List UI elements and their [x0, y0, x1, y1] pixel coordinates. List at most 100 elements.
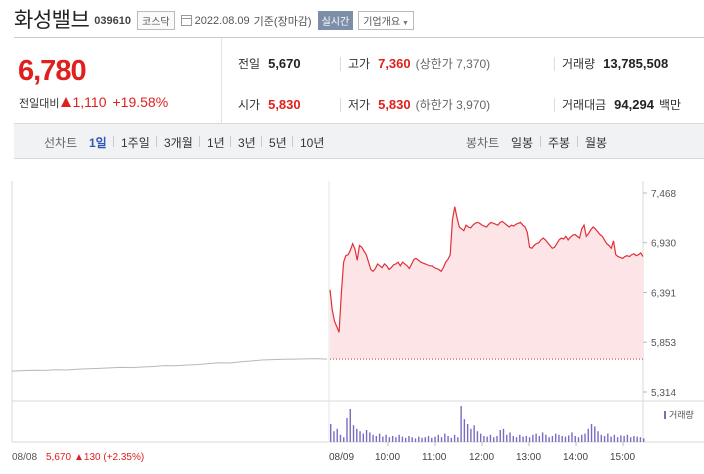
volume-bar [424, 437, 426, 442]
volume-legend-swatch [664, 411, 666, 419]
volume-bar [519, 434, 521, 442]
tab-monthly-candle[interactable]: 월봉 [585, 136, 608, 150]
volume-bar [499, 430, 501, 442]
stock-name: 화성밸브 [14, 8, 90, 32]
volume-bar [607, 433, 609, 442]
volume-bar [404, 437, 407, 442]
volume-bar [349, 409, 351, 442]
volume-bar [372, 434, 374, 442]
volume-bar [493, 437, 495, 442]
volume-bar [359, 431, 361, 442]
caret-down-icon: ▼ [402, 20, 409, 27]
volume-bar [633, 436, 635, 442]
volume-bar [483, 436, 485, 442]
divider [540, 136, 541, 147]
tab-10year[interactable]: 10년 [300, 136, 325, 150]
tab-1year[interactable]: 1년 [207, 136, 225, 150]
y-tick-label: 5,853 [651, 338, 676, 349]
volume-bar [447, 436, 449, 442]
open-label: 시가 [238, 98, 261, 112]
divider [261, 136, 262, 147]
amount-stat: 거래대금 94,294 백만 [562, 96, 681, 113]
volume-bar [613, 434, 616, 442]
volume-bar [457, 437, 459, 442]
volume-bar [489, 434, 492, 442]
divider [156, 136, 157, 147]
up-triangle-icon [61, 97, 72, 107]
tab-1day[interactable]: 1일 [89, 136, 107, 150]
chart-period-tabs: 선차트 1일 1주일 3개월 1년 3년 5년 10년 봉차트 일봉 주봉 월봉 [14, 123, 704, 159]
footer-prev-price: 5,670 [46, 452, 72, 463]
volume-bar [391, 436, 394, 442]
volume-bar [470, 428, 472, 442]
volume-bar [414, 438, 417, 442]
volume-bar [584, 433, 586, 442]
volume-bar [574, 436, 576, 442]
volume-bar [594, 426, 596, 442]
lower-limit: (하한가 3,970) [415, 98, 491, 112]
tab-weekly-candle[interactable]: 주봉 [548, 136, 571, 150]
y-tick-label: 6,391 [651, 289, 676, 300]
volume-stat: 거래량 13,785,508 [562, 55, 668, 72]
realtime-button[interactable]: 실시간 [317, 11, 354, 30]
high-stat: 고가 7,360 (상한가 7,370) [348, 55, 490, 72]
volume-bar [463, 419, 466, 442]
volume-bar [460, 406, 462, 442]
volume-bar [623, 436, 625, 442]
divider [340, 98, 341, 112]
current-price-box: 6,780 전일대비 1,110 +19.58% [14, 38, 222, 124]
volume-bar [343, 437, 345, 442]
volume-bar [571, 432, 573, 442]
volume-bar [610, 436, 612, 442]
amount-label: 거래대금 [562, 98, 607, 112]
volume-bar [636, 436, 638, 442]
tab-5year[interactable]: 5년 [269, 136, 287, 150]
volume-bar [603, 436, 606, 442]
amount-unit: 백만 [658, 98, 682, 112]
stock-code: 039610 [94, 15, 131, 27]
tab-3year[interactable]: 3년 [238, 136, 256, 150]
today-area-fill [330, 206, 643, 360]
volume-bar [561, 436, 563, 442]
volume-bar [600, 434, 603, 442]
divider [230, 136, 231, 147]
change-label: 전일대비 [19, 98, 60, 110]
volume-bar [346, 418, 348, 442]
company-info-dropdown[interactable]: 기업개요 ▼ [358, 11, 414, 30]
volume-bar [444, 433, 446, 442]
divider [199, 136, 200, 147]
tab-1week[interactable]: 1주일 [121, 136, 150, 150]
x-tick-label: 14:00 [563, 452, 588, 463]
y-tick-label: 5,314 [651, 388, 676, 399]
volume-bar [418, 436, 420, 442]
volume-label: 거래량 [562, 57, 596, 71]
volume-bar [421, 437, 423, 442]
volume-bar [365, 430, 368, 442]
candle-chart-label: 봉차트 [466, 136, 500, 150]
footer-prev-change: ▲130 (+2.35%) [74, 452, 145, 463]
tab-3month[interactable]: 3개월 [164, 136, 193, 150]
volume-bar [597, 431, 599, 442]
calendar-icon [180, 15, 192, 26]
prev-day-series-line [11, 358, 328, 372]
footer-prev-date: 08/08 [12, 452, 38, 463]
volume-bar [558, 434, 560, 442]
prev-close-label: 전일 [238, 57, 261, 71]
divider [554, 57, 555, 71]
volume-bar [382, 436, 384, 442]
volume-bar [626, 434, 629, 442]
today-series-line [329, 206, 644, 333]
volume-bar [506, 434, 508, 442]
change-value: 1,110 [72, 94, 107, 110]
market-badge: 코스닥 [137, 11, 175, 30]
quote-basis: 기준(장마감) [253, 15, 312, 28]
volume-bar [545, 434, 547, 442]
volume-bar [431, 437, 433, 442]
volume-bar [440, 437, 443, 442]
tab-daily-candle[interactable]: 일봉 [511, 136, 534, 150]
volume-bar [339, 434, 342, 442]
y-tick-label: 6,930 [651, 239, 676, 250]
volume-bar [362, 433, 365, 442]
volume-bar [375, 436, 378, 442]
volume-bar [639, 437, 642, 442]
